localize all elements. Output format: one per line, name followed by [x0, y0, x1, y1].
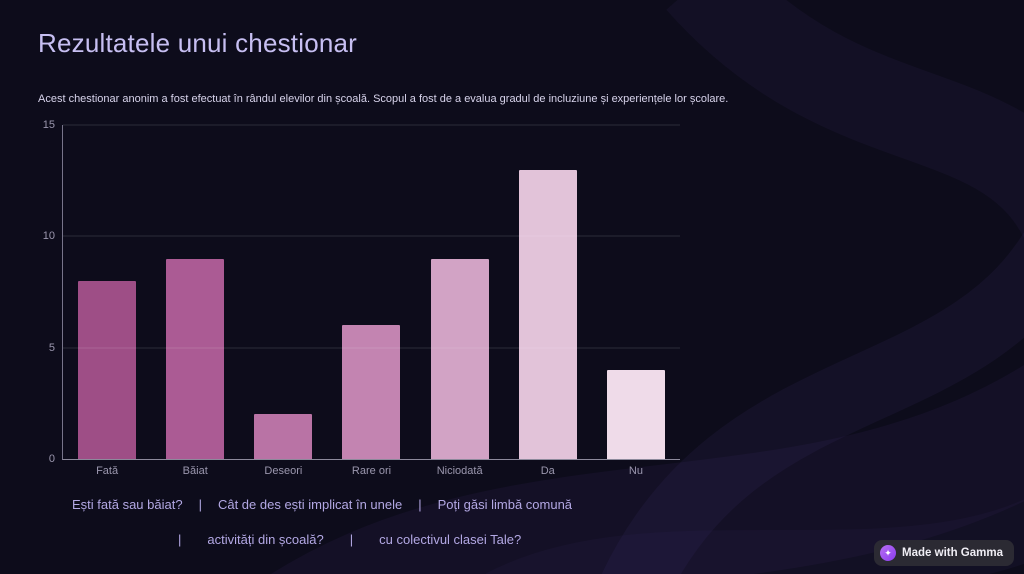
bar-cell — [416, 125, 504, 459]
bar-cell — [504, 125, 592, 459]
x-axis-label: Băiat — [182, 465, 208, 477]
y-axis-tick-label: 5 — [48, 341, 55, 354]
y-axis-tick-label: 10 — [42, 230, 55, 243]
footer-questions-line-2: | activități din școală? | cu colectivul cl… — [178, 532, 521, 547]
bar-cell — [239, 125, 327, 459]
y-axis-tick-label: 0 — [48, 453, 55, 465]
footer-question-text: Poți găsi limbă comună — [437, 497, 573, 512]
sparkle-icon: ✦ — [880, 545, 897, 561]
footer-question-text: Ești fată sau băiat? — [72, 497, 183, 512]
bar-niciodată — [430, 258, 489, 459]
gridline — [63, 124, 680, 126]
bar-cell — [63, 125, 151, 459]
footer-separator: | — [178, 532, 182, 547]
x-axis-label: Nu — [628, 465, 643, 477]
made-with-gamma-badge[interactable]: ✦ Made with Gamma — [874, 540, 1014, 566]
bar-rare-ori — [342, 325, 401, 459]
footer-question-text: cu colectivul clasei Tale? — [379, 532, 522, 547]
x-labels-row: Fată Băiat Deseori Rare ori Niciodată Da Nu — [63, 459, 680, 477]
x-axis-label: Niciodată — [436, 465, 483, 477]
bar-cell — [592, 125, 680, 459]
gridline — [63, 347, 680, 349]
footer-question-text: activități din școală? — [207, 532, 324, 547]
bar-băiat — [166, 258, 225, 459]
bar-fată — [78, 280, 137, 459]
made-with-gamma-label: Made with Gamma — [902, 547, 1003, 559]
bar-cell — [151, 125, 239, 459]
bar-da — [518, 169, 577, 459]
footer-separator: | — [349, 532, 354, 547]
page-subtitle: Acest chestionar anonim a fost efectuat … — [38, 93, 729, 105]
gridline — [63, 235, 680, 237]
x-axis-label: Fată — [96, 465, 119, 477]
x-axis-label: Rare ori — [351, 465, 392, 477]
footer-question-text: Cât de des ești implicat în unele — [217, 497, 403, 512]
x-axis-label: Deseori — [264, 465, 303, 477]
plot-area: Fată Băiat Deseori Rare ori Niciodată Da Nu 0 5… — [43, 119, 680, 477]
x-axis-label: Da — [540, 465, 555, 477]
bar-cell — [327, 125, 415, 459]
bar-deseori — [254, 414, 313, 459]
footer-questions-line-1: Ești fată sau băiat? | Cât de des ești imp… — [72, 497, 572, 512]
y-axis-tick-label: 15 — [42, 119, 55, 131]
footer-separator: | — [418, 497, 422, 512]
bar-nu — [606, 369, 665, 459]
footer-separator: | — [198, 497, 202, 512]
bars-row — [63, 125, 680, 459]
page-title: Rezultatele unui chestionar — [38, 28, 358, 58]
